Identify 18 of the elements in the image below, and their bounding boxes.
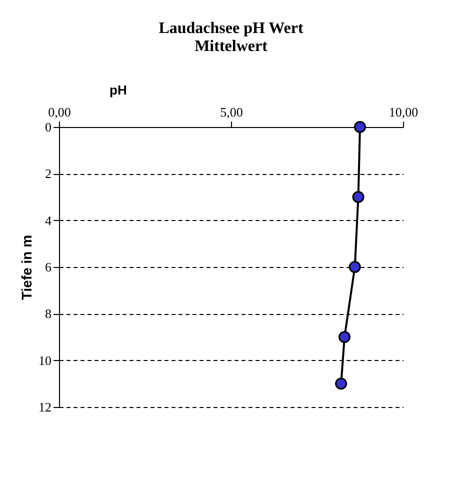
y-tick-label: 10: [38, 352, 52, 368]
x-tick-label: 10,00: [388, 104, 418, 120]
y-tick-label: 4: [45, 212, 52, 228]
point: [335, 378, 348, 390]
point: [352, 191, 364, 203]
point: [354, 121, 366, 133]
y-axis-title: Tiefe in m: [18, 234, 34, 300]
chart-title: Laudachsee pH Wert Mittelwert: [158, 20, 304, 55]
y-tick-label: 6: [45, 260, 52, 274]
y-tick-label: 0: [45, 120, 52, 134]
point: [338, 331, 351, 343]
y-tick-label: 2: [45, 166, 52, 182]
x-tick-label: 5,00: [220, 104, 243, 120]
y-tick-label: 12: [38, 400, 52, 414]
y-tick-label: 8: [45, 306, 52, 322]
x-axis-title: pH: [110, 82, 127, 98]
point: [348, 261, 361, 273]
x-tick-label: 0,00: [48, 104, 71, 120]
